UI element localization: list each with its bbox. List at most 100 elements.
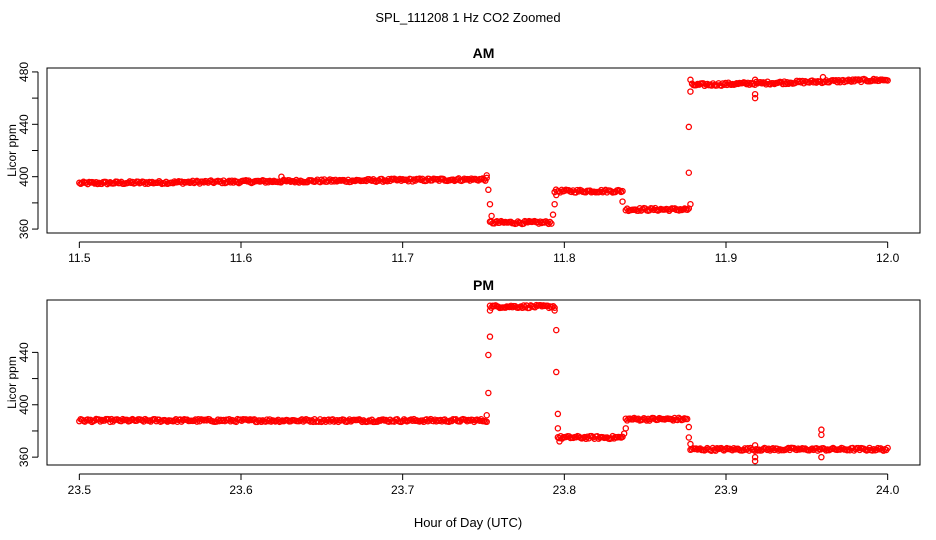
data-point xyxy=(553,191,560,199)
data-point xyxy=(675,207,683,214)
data-point xyxy=(684,206,691,213)
x-tick-label: 11.6 xyxy=(230,251,253,265)
y-axis-label: Licor ppm xyxy=(5,356,19,409)
data-point xyxy=(751,453,759,461)
data-point xyxy=(549,211,557,218)
data-point xyxy=(619,433,626,441)
x-tick-label: 11.7 xyxy=(391,251,414,265)
data-point xyxy=(483,174,490,182)
data-point xyxy=(793,446,800,454)
data-point xyxy=(278,173,285,180)
data-point xyxy=(188,178,195,186)
data-point xyxy=(486,307,494,314)
data-point xyxy=(751,457,759,465)
data-point xyxy=(884,77,891,84)
x-tick-label: 11.9 xyxy=(715,251,738,265)
data-point xyxy=(751,76,759,84)
data-point xyxy=(619,198,626,205)
data-point xyxy=(819,73,827,81)
data-point xyxy=(286,177,293,184)
data-point xyxy=(685,434,693,441)
y-tick-label: 440 xyxy=(17,114,31,134)
x-tick-label: 11.8 xyxy=(553,251,576,265)
data-point xyxy=(543,219,551,226)
data-point xyxy=(685,123,693,131)
data-point xyxy=(548,220,555,227)
x-tick-label: 23.5 xyxy=(68,483,92,497)
y-tick-label: 440 xyxy=(17,342,31,362)
data-point xyxy=(551,307,558,314)
data-point xyxy=(783,78,791,86)
data-point xyxy=(818,426,825,433)
data-point xyxy=(843,77,851,85)
x-tick-label: 24.0 xyxy=(876,483,900,497)
x-tick-label: 11.5 xyxy=(68,251,91,265)
data-point xyxy=(437,416,444,424)
data-point xyxy=(622,425,630,432)
data-point xyxy=(685,169,693,177)
data-point xyxy=(679,416,687,423)
data-point xyxy=(483,411,490,419)
data-point xyxy=(554,425,562,432)
data-point xyxy=(488,212,495,220)
data-point xyxy=(554,410,562,418)
data-point xyxy=(312,177,320,185)
data-point xyxy=(553,368,560,376)
data-point xyxy=(357,417,364,424)
x-tick-label: 12.0 xyxy=(876,251,900,265)
figure-suptitle: SPL_111208 1 Hz CO2 Zoomed xyxy=(375,10,560,25)
data-point xyxy=(486,333,494,340)
data-point xyxy=(551,200,558,208)
data-point xyxy=(751,94,759,102)
data-point xyxy=(683,415,691,423)
y-tick-label: 400 xyxy=(17,166,31,186)
data-point xyxy=(485,351,492,359)
x-tick-label: 23.9 xyxy=(714,483,738,497)
panels: AM 11.5 11.6 11.7 11.8 11.9 12.0 360 400 440 480 Li… xyxy=(5,45,921,497)
data-point xyxy=(808,445,816,452)
data-point xyxy=(265,178,272,186)
data-point xyxy=(507,302,515,310)
data-point xyxy=(764,446,771,454)
x-tick-label: 23.6 xyxy=(229,483,253,497)
data-point xyxy=(502,304,509,311)
data-point xyxy=(553,326,560,334)
data-point xyxy=(687,76,694,84)
data-point xyxy=(751,442,759,449)
data-point xyxy=(551,304,558,311)
data-point xyxy=(94,180,101,188)
plot-frame xyxy=(46,299,921,466)
data-point xyxy=(869,447,876,454)
panel-am: AM 11.5 11.6 11.7 11.8 11.9 12.0 360 400 440 480 Li… xyxy=(5,45,921,265)
data-point xyxy=(485,389,492,397)
data-point xyxy=(730,445,738,452)
y-tick-label: 360 xyxy=(17,219,31,239)
data-point xyxy=(97,418,104,425)
x-tick-label: 23.8 xyxy=(553,483,577,497)
data-point xyxy=(574,186,581,194)
x-tick-label: 23.7 xyxy=(391,483,415,497)
data-point xyxy=(818,453,825,461)
plot-frame xyxy=(46,67,921,234)
y-tick-label: 360 xyxy=(17,447,31,467)
data-point xyxy=(751,90,759,98)
data-point xyxy=(589,433,597,441)
data-point xyxy=(818,431,825,439)
data-point xyxy=(258,418,265,426)
data-point xyxy=(687,88,694,95)
y-tick-label: 400 xyxy=(17,394,31,414)
data-point xyxy=(687,440,694,448)
data-point xyxy=(546,218,554,226)
data-point xyxy=(687,200,694,208)
data-point xyxy=(330,178,338,185)
data-point xyxy=(483,172,490,179)
series-points xyxy=(76,301,891,465)
data-point xyxy=(639,206,646,213)
data-point xyxy=(568,188,575,196)
panel-title: AM xyxy=(473,45,495,61)
data-point xyxy=(616,187,623,194)
series-points xyxy=(76,73,891,228)
data-point xyxy=(596,188,604,195)
data-point xyxy=(556,438,563,445)
